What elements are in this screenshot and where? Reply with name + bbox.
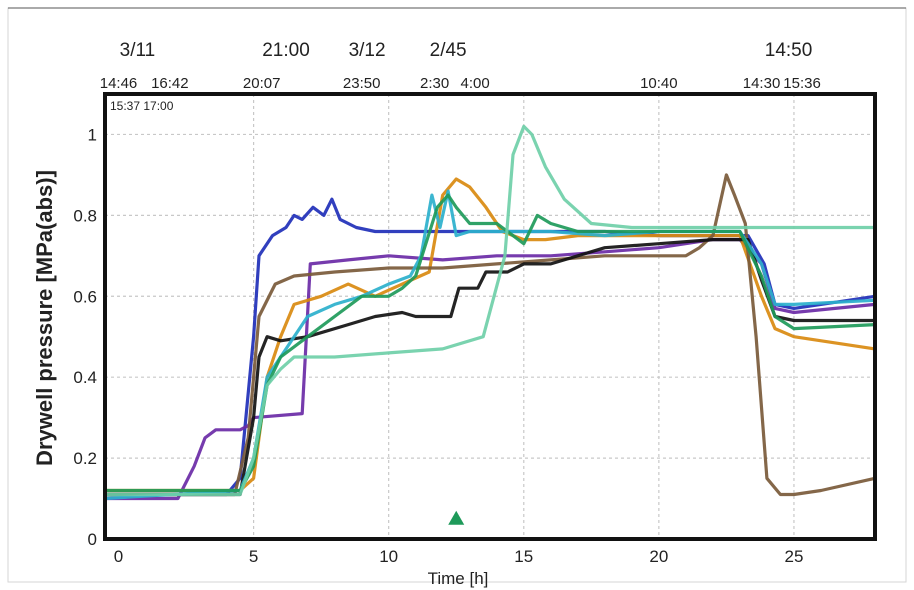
x-tick-label: 25 bbox=[784, 547, 803, 566]
y-tick-label: 0.6 bbox=[73, 287, 97, 306]
top-time-label: 20:07 bbox=[243, 75, 281, 92]
x-tick-label: 5 bbox=[249, 547, 258, 566]
top-time-label: 16:42 bbox=[151, 75, 189, 92]
top-time-label: 4:00 bbox=[461, 75, 490, 92]
x-tick-label: 20 bbox=[649, 547, 668, 566]
y-axis-label: Drywell pressure [MPa(abs)] bbox=[32, 170, 57, 466]
top-time-label: 2:30 bbox=[420, 75, 449, 92]
top-date-label: 3/12 bbox=[349, 40, 386, 61]
series-line-4 bbox=[103, 173, 877, 497]
gridlines bbox=[105, 94, 875, 539]
top-time-labels: 3/11 21:00 3/12 2/45 14:50 14:46 16:42 20:07 23:… bbox=[100, 40, 821, 92]
inner-time-label: 15:37 17:00 bbox=[110, 99, 174, 113]
series-line-3 bbox=[103, 177, 877, 493]
top-date-label: 14:50 bbox=[765, 40, 813, 61]
top-time-label: 14:46 bbox=[100, 75, 138, 92]
plot-area-border bbox=[103, 92, 877, 541]
series-line-5 bbox=[103, 238, 877, 497]
series-line-6 bbox=[103, 189, 877, 501]
x-tick-label: 10 bbox=[379, 547, 398, 566]
y-tick-label: 0.2 bbox=[73, 449, 97, 468]
top-date-label: 21:00 bbox=[262, 40, 310, 61]
y-tick-label: 0 bbox=[88, 530, 97, 549]
series-line-7 bbox=[103, 193, 877, 493]
top-date-label: 2/45 bbox=[430, 40, 467, 61]
top-date-label: 3/11 bbox=[120, 40, 156, 61]
x-tick-label: 0 bbox=[114, 547, 123, 566]
x-tick-labels: 0 5 10 15 20 25 bbox=[114, 547, 804, 566]
y-tick-labels: 0 0.2 0.4 0.6 0.8 1 bbox=[73, 125, 97, 549]
top-time-label: 23:50 bbox=[343, 75, 381, 92]
marker-layer bbox=[448, 510, 465, 525]
triangle-marker bbox=[448, 510, 465, 525]
series-layer bbox=[103, 124, 877, 501]
y-tick-label: 1 bbox=[88, 125, 97, 144]
series-line-1 bbox=[103, 197, 877, 497]
y-tick-label: 0.8 bbox=[73, 206, 97, 225]
top-time-label: 14:30 bbox=[743, 75, 781, 92]
y-tick-label: 0.4 bbox=[73, 368, 97, 387]
top-time-label: 10:40 bbox=[640, 75, 678, 92]
top-time-label: 15:36 bbox=[783, 75, 821, 92]
x-tick-label: 15 bbox=[514, 547, 533, 566]
x-axis-label: Time [h] bbox=[428, 569, 489, 588]
series-line-8 bbox=[103, 124, 877, 497]
